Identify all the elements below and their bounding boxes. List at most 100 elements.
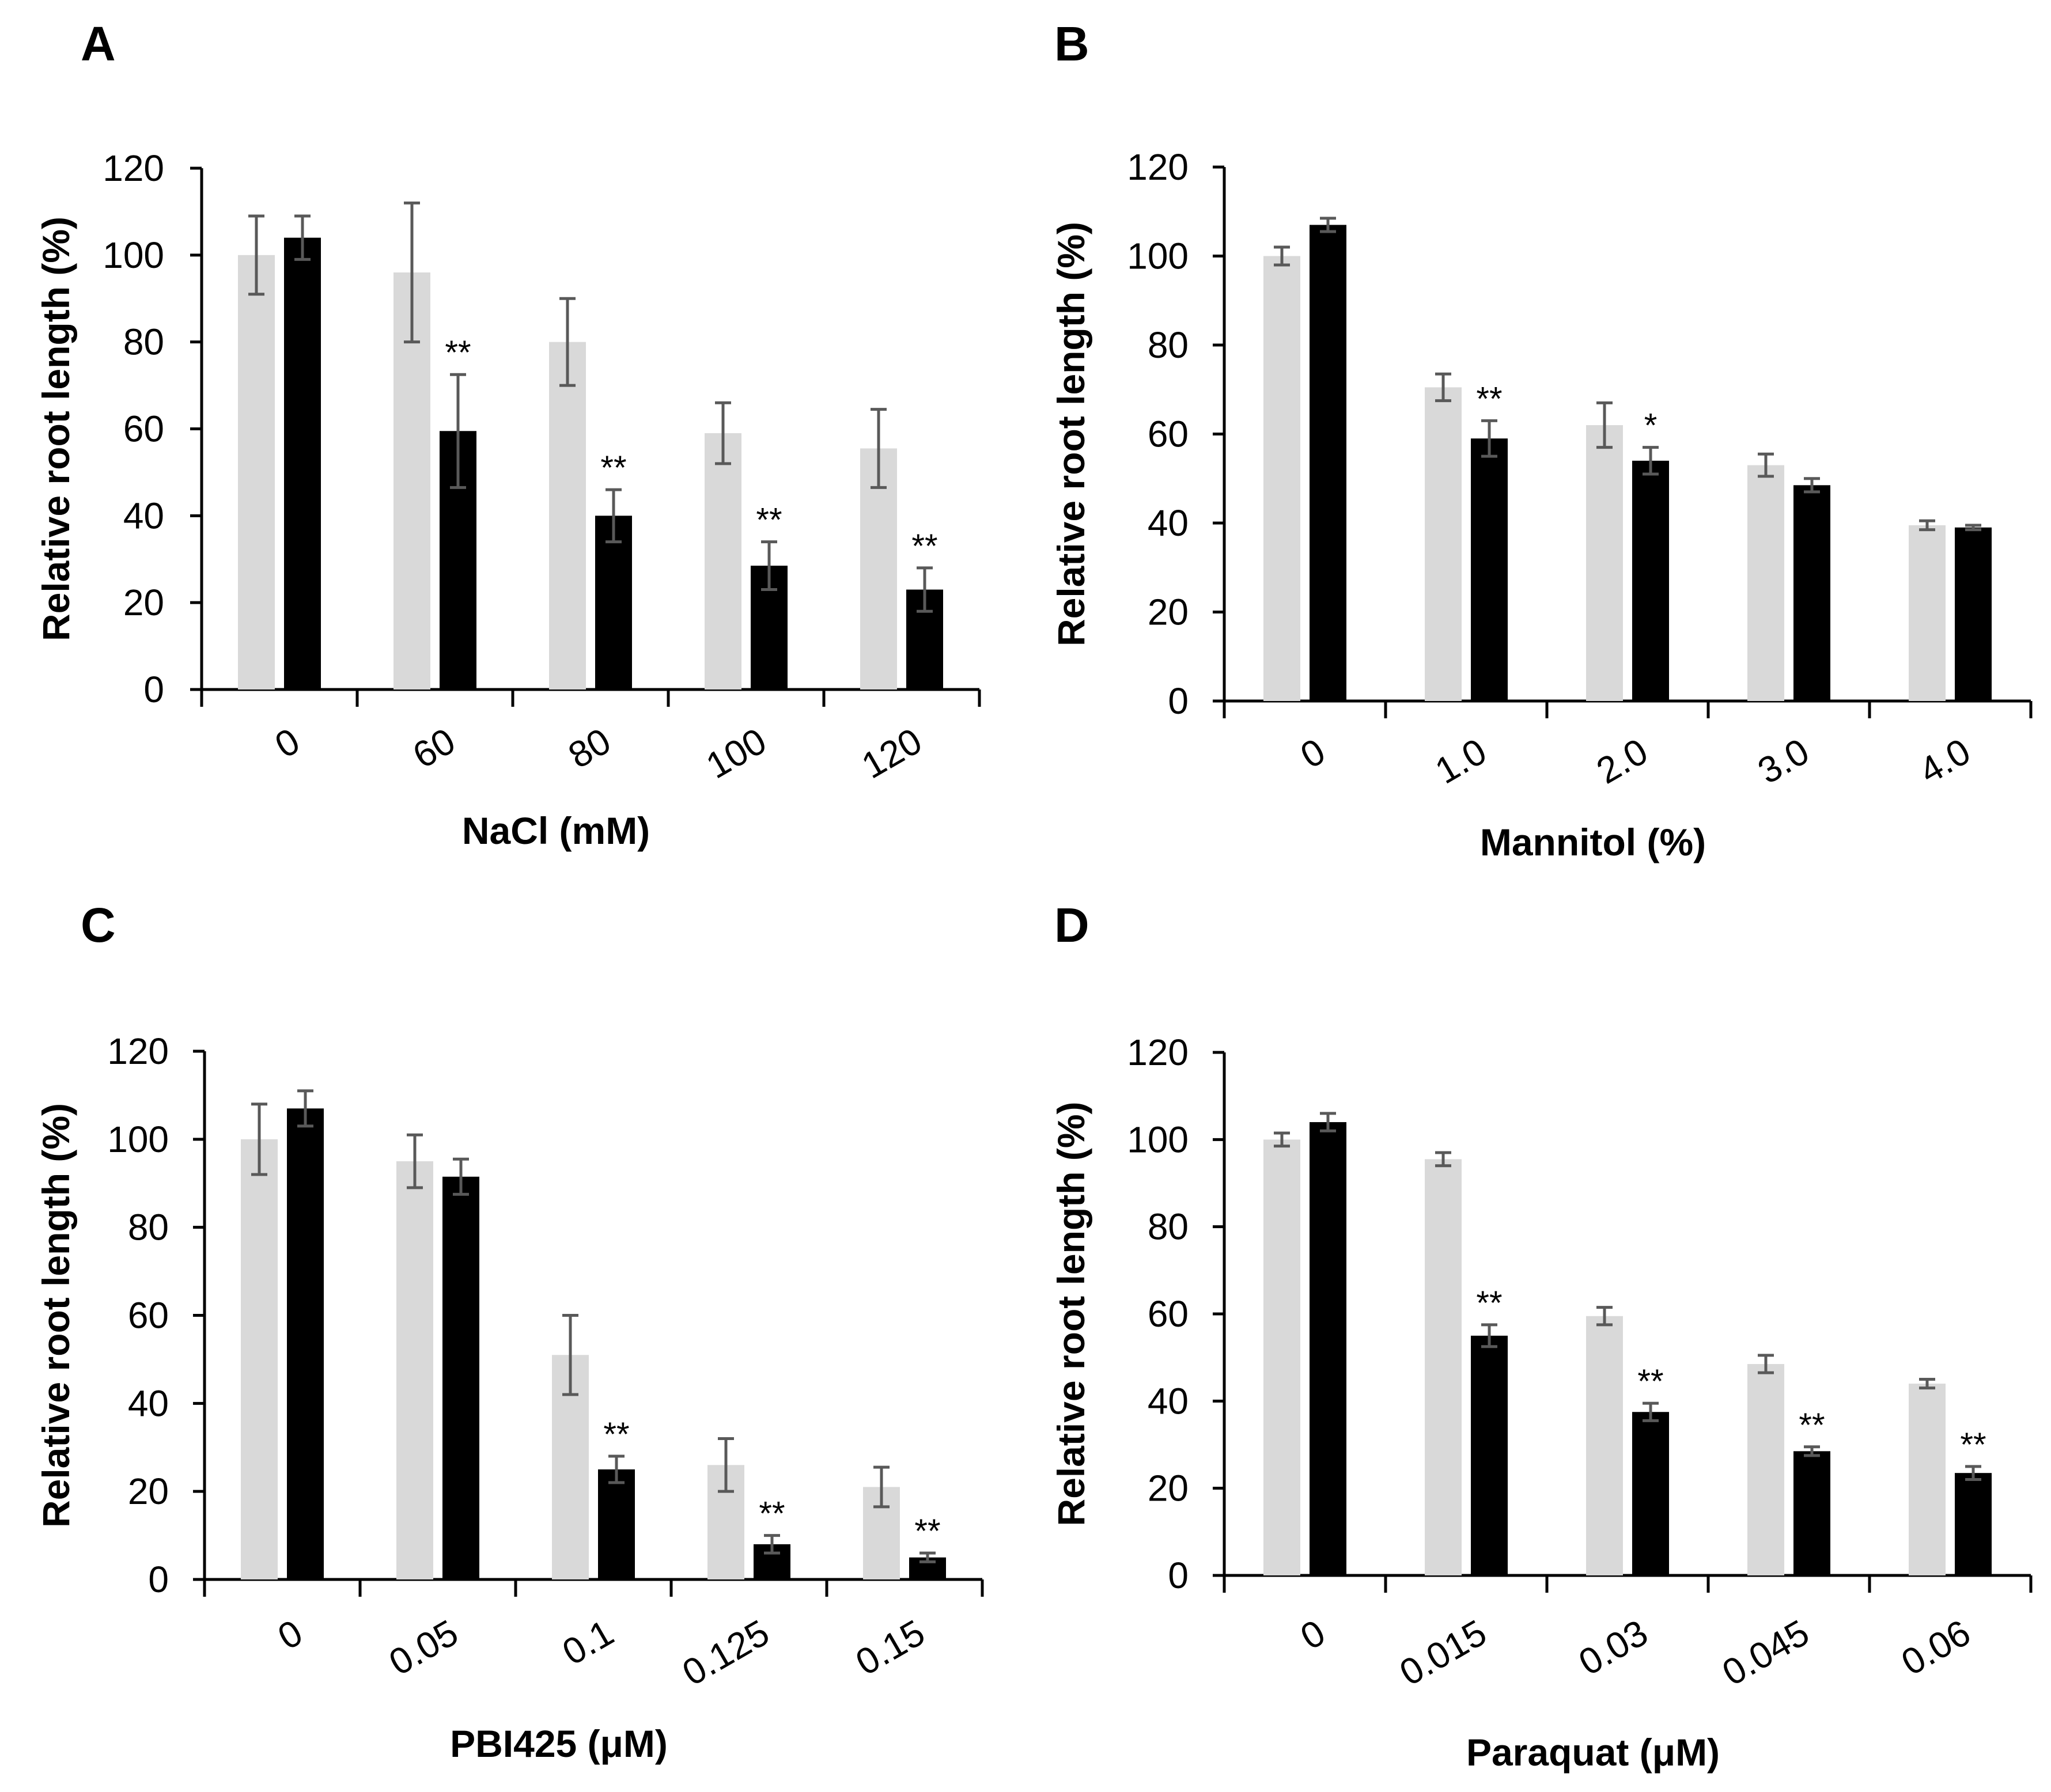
significance-label: ** bbox=[1799, 1407, 1825, 1444]
error-bar bbox=[606, 488, 622, 544]
x-axis-title: Mannitol (%) bbox=[1480, 821, 1706, 863]
bar-treatment-0.05 bbox=[442, 1176, 479, 1579]
bar-control-0 bbox=[1263, 1139, 1300, 1575]
error-bar bbox=[1596, 1306, 1613, 1327]
significance-label: ** bbox=[1960, 1426, 1986, 1464]
x-tick-label: 0 bbox=[271, 1612, 309, 1658]
y-tick-label: 0 bbox=[143, 669, 164, 710]
y-tick-label: 0 bbox=[148, 1559, 169, 1600]
error-bar bbox=[450, 373, 466, 489]
significance-label: ** bbox=[1637, 1363, 1663, 1400]
bar-control-0.06 bbox=[1909, 1384, 1946, 1575]
bar-control-2.0 bbox=[1586, 425, 1623, 701]
significance-label: ** bbox=[600, 449, 626, 487]
error-bar bbox=[718, 1437, 734, 1493]
x-tick-label: 0.1 bbox=[555, 1612, 620, 1673]
y-tick-label: 60 bbox=[1148, 1293, 1189, 1335]
error-bar bbox=[919, 1551, 936, 1563]
bar-treatment-0 bbox=[1310, 225, 1346, 701]
bar-treatment-3.0 bbox=[1793, 485, 1830, 701]
bar-control-0.03 bbox=[1586, 1316, 1623, 1575]
bar-control-0.05 bbox=[396, 1161, 433, 1579]
bar-treatment-0.015 bbox=[1471, 1335, 1508, 1575]
y-tick-label: 80 bbox=[1148, 1206, 1189, 1248]
y-tick-label: 80 bbox=[1148, 324, 1189, 366]
bar-treatment-0.03 bbox=[1632, 1412, 1669, 1575]
x-tick-label: 120 bbox=[855, 720, 929, 787]
y-tick-label: 100 bbox=[1127, 1119, 1189, 1160]
error-bar bbox=[1596, 401, 1613, 449]
panel-a: A 0 20 40 60 80 100 120 0 ** 60 ** 80 ** 100 ** 120 NaCl … bbox=[35, 17, 981, 852]
y-tick-label: 40 bbox=[1148, 502, 1189, 544]
error-bar bbox=[407, 1133, 423, 1189]
x-tick-label: 0 bbox=[1293, 730, 1332, 776]
y-tick-label: 20 bbox=[1148, 1468, 1189, 1509]
bar-control-1.0 bbox=[1425, 387, 1462, 701]
error-bar bbox=[917, 566, 933, 613]
bar-control-0.045 bbox=[1747, 1364, 1784, 1575]
error-bar bbox=[1481, 1323, 1497, 1348]
panel-c: C 0 20 40 60 80 100 120 0 0.05 ** 0.1 ** 0.125 ** 0.15 P… bbox=[35, 898, 984, 1765]
error-bar bbox=[715, 401, 731, 465]
y-tick-label: 20 bbox=[128, 1471, 169, 1512]
y-tick-label: 80 bbox=[128, 1207, 169, 1248]
error-bar bbox=[1919, 1378, 1935, 1390]
error-bar bbox=[251, 1103, 267, 1176]
significance-label: ** bbox=[603, 1416, 629, 1453]
bar-treatment-80 bbox=[595, 516, 632, 689]
y-axis-title: Relative root length (%) bbox=[1050, 222, 1092, 646]
panel-letter: D bbox=[1054, 898, 1089, 952]
bar-treatment-4.0 bbox=[1955, 527, 1992, 701]
significance-label: ** bbox=[911, 528, 937, 565]
x-axis-title: Paraquat (μM) bbox=[1466, 1731, 1720, 1774]
bar-treatment-0.1 bbox=[598, 1469, 635, 1579]
x-tick-label: 0 bbox=[1293, 1612, 1332, 1658]
y-tick-label: 0 bbox=[1168, 1555, 1189, 1596]
error-bar bbox=[1320, 1112, 1336, 1132]
panel-letter: C bbox=[81, 898, 116, 952]
x-tick-label: 1.0 bbox=[1428, 730, 1493, 792]
x-tick-label: 3.0 bbox=[1751, 730, 1816, 792]
x-tick-label: 0.03 bbox=[1572, 1612, 1655, 1684]
bar-control-80 bbox=[549, 342, 586, 689]
error-bar bbox=[608, 1454, 625, 1484]
bar-treatment-0.06 bbox=[1955, 1473, 1992, 1575]
error-bar bbox=[248, 214, 264, 296]
y-axis-title: Relative root length (%) bbox=[35, 1103, 77, 1528]
x-tick-label: 80 bbox=[561, 720, 618, 776]
y-axis-title: Relative root length (%) bbox=[1050, 1101, 1092, 1526]
x-tick-label: 0.05 bbox=[382, 1612, 465, 1684]
error-bar bbox=[1965, 524, 1981, 532]
bar-control-0 bbox=[238, 255, 275, 689]
error-bar bbox=[873, 1465, 890, 1509]
x-tick-label: 2.0 bbox=[1590, 730, 1655, 792]
x-tick-label: 0.15 bbox=[849, 1612, 932, 1684]
y-tick-label: 80 bbox=[123, 321, 164, 363]
error-bar bbox=[294, 214, 311, 261]
x-tick-label: 4.0 bbox=[1912, 730, 1977, 792]
x-tick-label: 100 bbox=[699, 720, 773, 787]
x-tick-label: 0.125 bbox=[675, 1612, 776, 1694]
significance-label: ** bbox=[756, 502, 782, 539]
x-axis-title: PBI425 (μM) bbox=[450, 1722, 668, 1765]
y-tick-label: 40 bbox=[128, 1382, 169, 1424]
error-bar bbox=[1758, 452, 1774, 478]
bar-control-100 bbox=[705, 433, 741, 689]
y-tick-label: 60 bbox=[123, 408, 164, 450]
error-bar bbox=[1919, 519, 1935, 532]
x-axis-title: NaCl (mM) bbox=[462, 809, 650, 852]
error-bar bbox=[562, 1314, 578, 1396]
error-bar bbox=[1274, 245, 1290, 267]
y-tick-label: 120 bbox=[1127, 146, 1189, 188]
significance-label: ** bbox=[1476, 380, 1502, 418]
bar-control-0 bbox=[1263, 256, 1300, 701]
significance-label: ** bbox=[914, 1513, 940, 1550]
error-bar bbox=[1320, 217, 1336, 233]
error-bar bbox=[453, 1157, 469, 1196]
error-bar bbox=[297, 1089, 313, 1128]
bar-treatment-0 bbox=[287, 1108, 324, 1579]
y-tick-label: 100 bbox=[103, 234, 164, 276]
y-tick-label: 120 bbox=[103, 147, 164, 189]
bar-treatment-0.045 bbox=[1793, 1451, 1830, 1575]
error-bar bbox=[764, 1534, 780, 1555]
